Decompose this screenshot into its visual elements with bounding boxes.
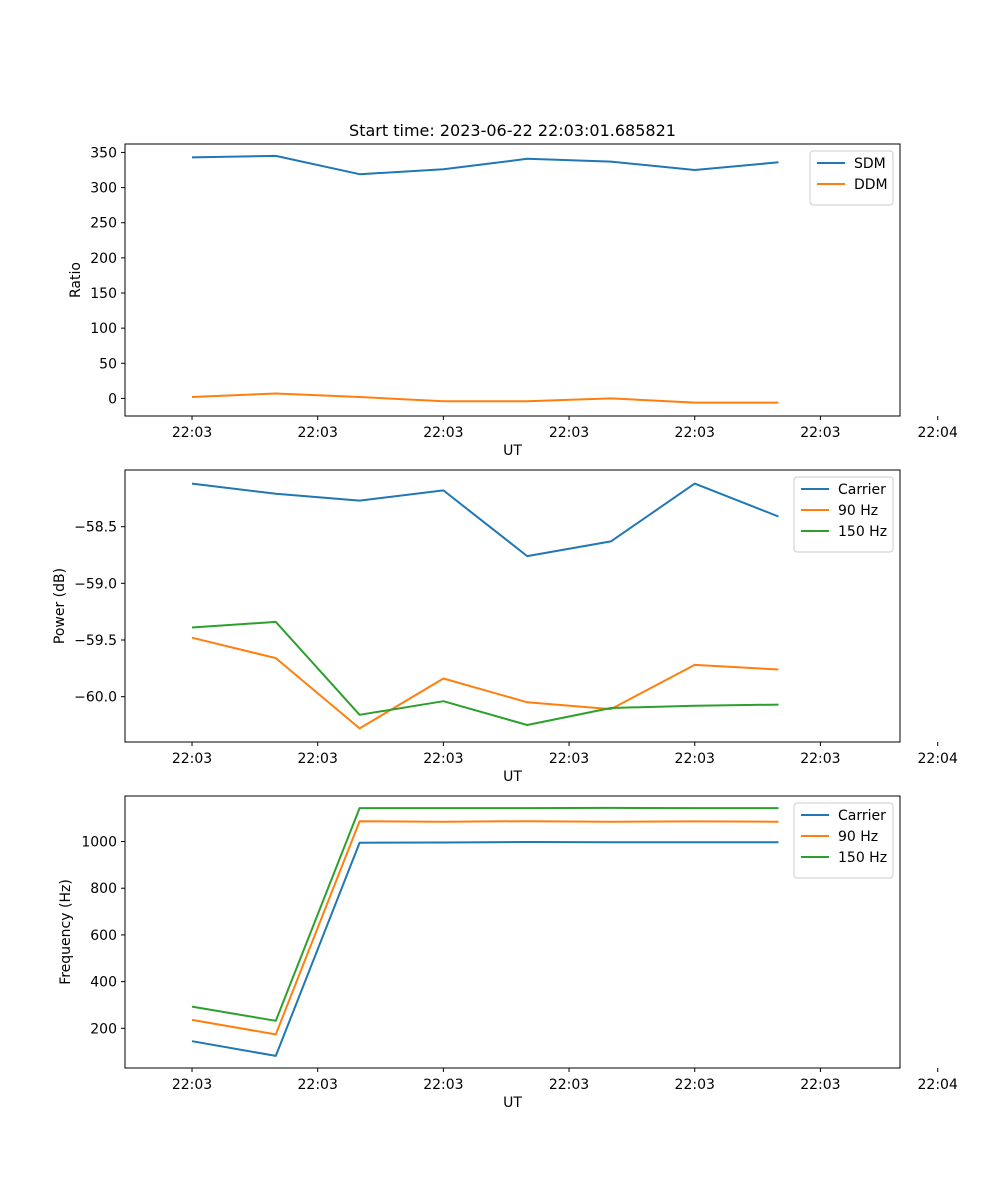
x-tick-label: 22:03 <box>423 425 463 441</box>
plots-container: 22:03 22:03 22:03 22:03 22:03 22:03 22:04 UT 0 50… <box>52 143 958 1111</box>
legend-entry: 90 Hz <box>838 503 878 519</box>
axes-frame <box>124 469 901 743</box>
y-tick-label: 0 <box>108 391 117 407</box>
series-line-90-hz <box>191 820 779 1036</box>
legend-entry: 90 Hz <box>838 829 878 845</box>
x-tick-label: 22:03 <box>172 1077 212 1093</box>
y-tick-label: 300 <box>90 181 117 197</box>
chart-1: 22:03 22:03 22:03 22:03 22:03 22:03 22:04 UT 0 50… <box>68 143 958 459</box>
legend-box <box>809 150 894 206</box>
x-tick-label: 22:03 <box>800 425 840 441</box>
axes-frame <box>124 795 901 1069</box>
x-tick-label: 22:03 <box>172 751 212 767</box>
legend-box <box>793 802 894 879</box>
series-line-sdm <box>191 154 779 176</box>
y-axis-label: Frequency (Hz) <box>58 879 74 985</box>
x-tick-label: 22:03 <box>172 425 212 441</box>
x-tick-label: 22:03 <box>298 425 338 441</box>
x-axis-label: UT <box>503 1095 522 1111</box>
legend-box <box>793 476 894 553</box>
x-tick-label: 22:03 <box>298 751 338 767</box>
x-tick-label: 22:03 <box>800 751 840 767</box>
x-tick-label: 22:04 <box>918 425 958 441</box>
x-tick-label: 22:03 <box>298 1077 338 1093</box>
x-tick-label: 22:03 <box>800 1077 840 1093</box>
y-tick-label: 50 <box>99 356 117 372</box>
chart-2: 22:03 22:03 22:03 22:03 22:03 22:03 22:04 UT −58… <box>52 469 958 785</box>
y-tick-label: −59.5 <box>74 633 117 649</box>
legend: SDM DDM <box>809 150 894 206</box>
y-tick-label: 1000 <box>81 835 117 851</box>
x-tick-label: 22:04 <box>918 1077 958 1093</box>
series-line-150-hz <box>191 620 779 726</box>
y-tick-label: 200 <box>90 1021 117 1037</box>
x-tick-label: 22:04 <box>918 751 958 767</box>
x-tick-label: 22:03 <box>423 1077 463 1093</box>
y-tick-label: 250 <box>90 216 117 232</box>
x-tick-label: 22:03 <box>549 1077 589 1093</box>
series-line-carrier <box>191 482 779 558</box>
legend-entry: Carrier <box>838 808 886 824</box>
legend-entry: DDM <box>854 177 888 193</box>
x-tick-label: 22:03 <box>675 751 715 767</box>
y-tick-label: −58.5 <box>74 520 117 536</box>
y-tick-label: −59.0 <box>74 576 117 592</box>
x-tick-label: 22:03 <box>549 425 589 441</box>
x-tick-label: 22:03 <box>675 1077 715 1093</box>
x-axis-label: UT <box>503 443 522 459</box>
legend-entry: SDM <box>854 156 886 172</box>
series-line-ddm <box>191 392 779 404</box>
y-tick-label: 150 <box>90 286 117 302</box>
series-line-150-hz <box>191 806 779 1022</box>
y-tick-label: 400 <box>90 975 117 991</box>
y-axis-label: Power (dB) <box>52 568 68 644</box>
y-tick-label: 350 <box>90 145 117 161</box>
y-tick-label: 100 <box>90 321 117 337</box>
legend: Carrier 90 Hz 150 Hz <box>793 802 894 879</box>
legend: Carrier 90 Hz 150 Hz <box>793 476 894 553</box>
y-tick-label: 600 <box>90 928 117 944</box>
figure-title: Start time: 2023-06-22 22:03:01.685821 <box>349 121 676 140</box>
y-tick-label: −60.0 <box>74 690 117 706</box>
series-line-90-hz <box>191 636 779 730</box>
y-tick-label: 200 <box>90 251 117 267</box>
x-tick-label: 22:03 <box>423 751 463 767</box>
legend-entry: Carrier <box>838 482 886 498</box>
x-axis-label: UT <box>503 769 522 785</box>
series-line-carrier <box>191 841 779 1057</box>
axes-frame <box>124 143 901 417</box>
chart-3: 22:03 22:03 22:03 22:03 22:03 22:03 22:04 UT 200… <box>58 795 958 1111</box>
legend-entry: 150 Hz <box>838 524 887 540</box>
x-tick-label: 22:03 <box>675 425 715 441</box>
legend-entry: 150 Hz <box>838 850 887 866</box>
x-tick-label: 22:03 <box>549 751 589 767</box>
y-axis-label: Ratio <box>68 262 84 298</box>
y-tick-label: 800 <box>90 881 117 897</box>
